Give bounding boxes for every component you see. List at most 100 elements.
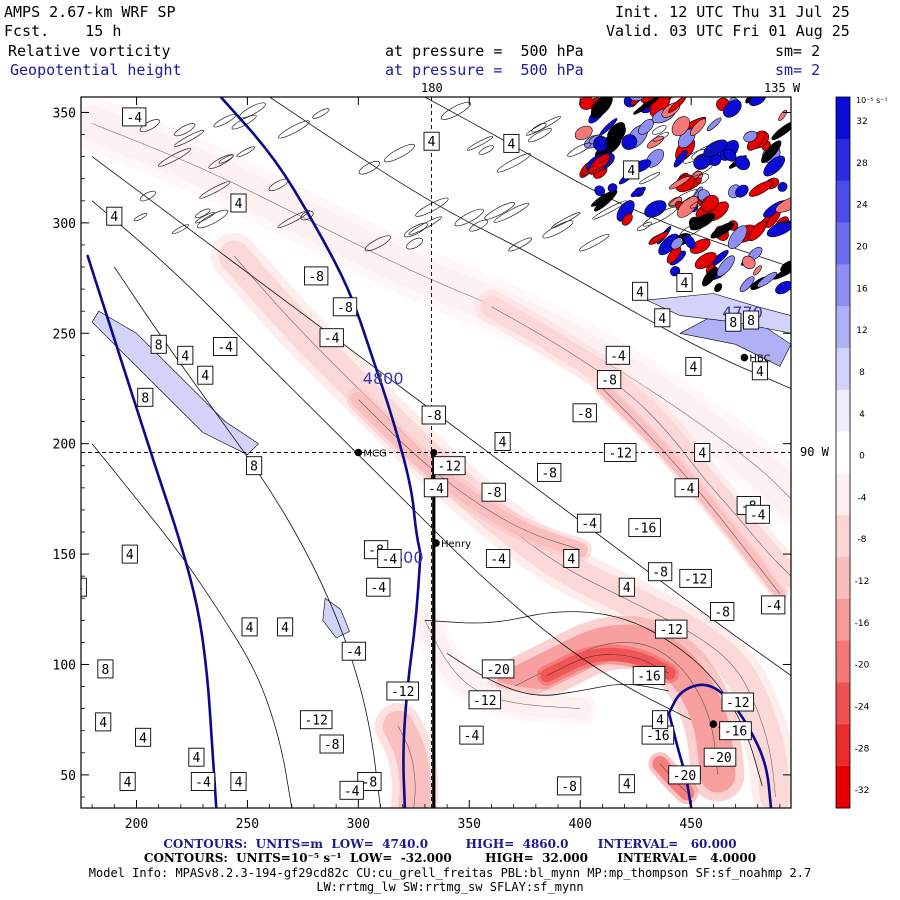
vorticity-contour-info: CONTOURS: UNITS=10⁻⁵ s⁻¹ LOW= -32.000 HI… xyxy=(143,851,757,865)
small-contour-ring xyxy=(406,237,424,250)
contour-label: -8 xyxy=(319,734,344,754)
station-dot xyxy=(709,720,718,728)
contour-label: 4 xyxy=(623,160,640,180)
contour-label-text: 4 xyxy=(658,312,666,327)
turbulence-cell xyxy=(594,185,606,197)
y-tick-label: 150 xyxy=(53,548,76,563)
contour-label-text: 4 xyxy=(681,277,689,292)
pole-marker-icon xyxy=(430,449,438,456)
contour-label-text: -4 xyxy=(750,508,766,523)
contour-label-text: -12 xyxy=(304,714,327,729)
small-contour-ring xyxy=(236,146,256,158)
x-tick-label: 200 xyxy=(125,817,148,832)
contour-label-box xyxy=(632,281,649,301)
contour-label: 4 xyxy=(503,133,520,153)
contour-label-box xyxy=(81,577,87,597)
turbulence-cell xyxy=(670,237,684,250)
lon-label-135w: 135 W xyxy=(764,81,801,95)
contour-label-text: 4 xyxy=(201,369,209,384)
init-time: Init. 12 UTC Thu 31 Jul 25 xyxy=(615,3,850,21)
colorbar-segment xyxy=(836,515,850,558)
vorticity-contour-line xyxy=(269,97,791,389)
small-contour-ring xyxy=(669,189,699,207)
height-contour xyxy=(402,552,422,808)
colorbar-unit-label: 10⁻⁵ s⁻¹ xyxy=(856,96,888,105)
contour-label-text: -8 xyxy=(337,301,353,316)
colorbar-tick-label: -28 xyxy=(855,744,870,754)
small-contour-ring xyxy=(528,128,552,143)
contour-label-text: -16 xyxy=(646,729,669,744)
contour-label-text: -12 xyxy=(608,447,631,462)
contour-label: -20 xyxy=(668,765,701,785)
contour-label-box xyxy=(119,772,136,791)
contour-label: -12 xyxy=(433,456,466,476)
turbulence-cell xyxy=(590,97,613,118)
turbulence-cell xyxy=(630,186,646,198)
lon-label-180: 180 xyxy=(421,81,443,95)
contour-label-text: 4 xyxy=(507,137,515,152)
contour-label-text: -16 xyxy=(633,522,656,537)
contour-label: 4 xyxy=(121,544,138,564)
contour-label-text: -12 xyxy=(391,685,414,700)
turbulence-cell xyxy=(714,283,723,293)
contour-label-text: 4 xyxy=(110,210,118,225)
contour-label-text: -4 xyxy=(490,553,506,568)
small-contour-ring xyxy=(478,145,494,156)
contour-label-box xyxy=(676,273,693,292)
contour-label-box xyxy=(710,602,735,621)
contour-label: 8 xyxy=(137,387,154,407)
small-contour-ring xyxy=(695,173,710,184)
contour-label: -8 xyxy=(537,462,562,482)
contour-label-box xyxy=(95,712,112,732)
contour-label: 4 xyxy=(676,273,693,292)
y-tick-label: 200 xyxy=(53,438,76,453)
y-tick-label: 250 xyxy=(53,327,76,342)
vorticity-band-contour xyxy=(424,620,581,709)
small-contour-ring xyxy=(174,130,204,147)
turbulence-cell xyxy=(734,155,751,171)
contour-label-text: -8 xyxy=(486,486,502,501)
contour-label: -4 xyxy=(339,780,364,800)
contour-label-box xyxy=(423,131,440,151)
small-contour-ring xyxy=(139,190,156,202)
small-contour-ring xyxy=(469,219,489,232)
contour-label-text: -4 xyxy=(346,645,362,660)
small-contour-ring xyxy=(440,101,471,120)
vorticity-band-contour xyxy=(513,642,719,775)
contour-label-text: 4 xyxy=(246,621,254,636)
contour-label-box xyxy=(421,405,446,425)
contour-label: 4 xyxy=(694,443,711,462)
contour-label-box xyxy=(603,443,637,462)
turbulence-cell xyxy=(761,140,782,164)
turbulence-cell xyxy=(574,125,593,141)
turbulence-cell xyxy=(689,118,707,136)
colorbar-tick-label: -20 xyxy=(855,661,870,671)
colorbar-segment xyxy=(836,389,850,433)
small-contour-ring xyxy=(639,172,661,185)
contour-label: 4 xyxy=(188,747,205,767)
vorticity-band-contour xyxy=(546,654,670,676)
contour-label: -20 xyxy=(481,659,515,679)
contour-label: 8 xyxy=(743,310,760,330)
colorbar-segment xyxy=(836,138,850,182)
contour-label: 4 xyxy=(230,193,247,213)
turbulence-cell xyxy=(748,180,773,197)
station-name: HBC xyxy=(749,354,770,365)
turbulence-cell xyxy=(701,194,719,212)
contour-label-text: -8 xyxy=(308,270,324,285)
contour-label-box xyxy=(241,617,258,637)
contour-label-text: 4 xyxy=(636,285,644,300)
contour-label: -4 xyxy=(341,641,367,661)
contour-label: -4 xyxy=(745,504,770,524)
contour-label-text: -8 xyxy=(561,780,577,795)
small-contour-ring xyxy=(592,200,627,220)
contour-label-text: -8 xyxy=(652,566,668,581)
turbulence-cell xyxy=(689,212,716,231)
model-info: Model Info: MPASv8.2.3-194-gf29cd82c CU:… xyxy=(88,866,812,880)
small-contour-ring xyxy=(652,125,667,135)
contour-label-text: -4 xyxy=(195,776,211,791)
contour-label-text: 4 xyxy=(235,776,243,791)
small-contour-ring xyxy=(384,143,415,163)
contour-label: -12 xyxy=(721,692,755,712)
lon-label-90w: 90 W xyxy=(800,445,830,459)
